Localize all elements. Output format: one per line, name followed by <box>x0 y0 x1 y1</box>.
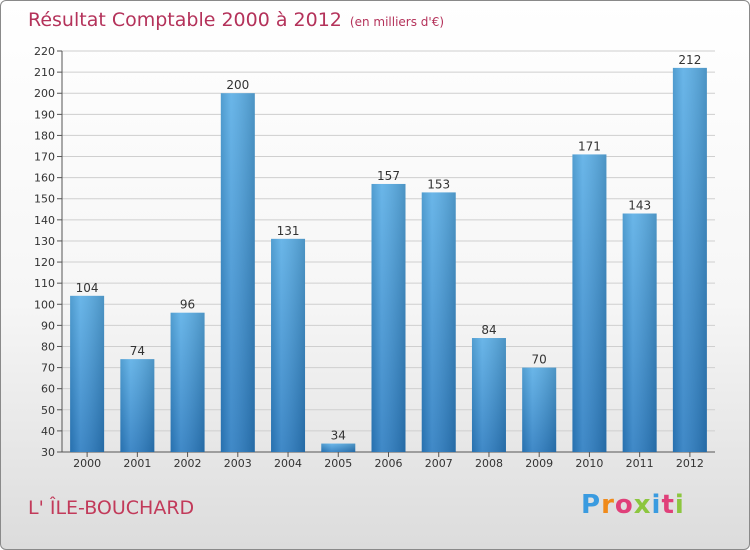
x-tick-label-2007: 2007 <box>425 457 453 470</box>
place-name: L' ÎLE-BOUCHARD <box>28 497 195 519</box>
x-tick-label-2006: 2006 <box>375 457 403 470</box>
y-tick-label: 170 <box>34 151 55 164</box>
y-tick-label: 210 <box>34 66 55 79</box>
data-label-2009: 70 <box>532 353 547 367</box>
y-tick-label: 220 <box>34 45 55 58</box>
x-tick-label-2012: 2012 <box>676 457 704 470</box>
logo-letter: o <box>614 490 634 520</box>
bar-shade-2006 <box>371 183 406 452</box>
x-tick-label-2003: 2003 <box>224 457 252 470</box>
y-tick-label: 100 <box>34 298 55 311</box>
x-tick-label-2000: 2000 <box>73 457 101 470</box>
title-text: Résultat Comptable 2000 à 2012 <box>28 9 342 31</box>
data-label-2004: 131 <box>277 224 300 238</box>
y-tick-label: 150 <box>34 193 55 206</box>
bar-shade-2000 <box>70 295 105 452</box>
chart-title: Résultat Comptable 2000 à 2012 (en millie… <box>28 9 444 31</box>
bar-shade-2005 <box>321 443 356 452</box>
x-tick-label-2011: 2011 <box>626 457 654 470</box>
y-tick-label: 120 <box>34 256 55 269</box>
y-tick-label: 70 <box>41 362 55 375</box>
data-label-2011: 143 <box>628 199 651 213</box>
y-tick-label: 140 <box>34 214 55 227</box>
data-label-2005: 34 <box>331 429 346 443</box>
x-tick-label-2009: 2009 <box>525 457 553 470</box>
chart-subtitle: (en milliers d'€) <box>349 15 445 29</box>
y-tick-label: 30 <box>41 446 55 459</box>
y-tick-label: 130 <box>34 235 55 248</box>
data-label-2010: 171 <box>578 139 601 153</box>
logo-letter: t <box>661 490 675 520</box>
bar-shade-2011 <box>622 213 657 452</box>
data-label-2002: 96 <box>180 298 195 312</box>
x-tick-label-2008: 2008 <box>475 457 503 470</box>
y-tick-label: 190 <box>34 108 55 121</box>
logo-letter: r <box>601 490 615 520</box>
bar-shade-2010 <box>572 154 607 453</box>
data-label-2006: 157 <box>377 169 400 183</box>
data-label-2007: 153 <box>427 177 450 191</box>
data-label-2001: 74 <box>130 344 145 358</box>
y-tick-label: 200 <box>34 87 55 100</box>
x-tick-label-2005: 2005 <box>324 457 352 470</box>
x-tick-label-2010: 2010 <box>575 457 603 470</box>
bar-shade-2007 <box>421 192 456 452</box>
bar-shade-2009 <box>522 367 557 452</box>
y-tick-label: 80 <box>41 340 55 353</box>
bars: 104 74 96 200 131 34 157 153 84 70 171 143 212 <box>70 53 707 453</box>
logo-letter: i <box>651 490 662 520</box>
y-tick-label: 50 <box>41 404 55 417</box>
logo-letter: x <box>633 490 652 520</box>
x-tick-label-2002: 2002 <box>174 457 202 470</box>
y-tick-label: 160 <box>34 172 55 185</box>
bar-shade-2012 <box>672 67 707 452</box>
bar-shade-2002 <box>170 312 205 452</box>
data-label-2008: 84 <box>481 323 496 337</box>
y-tick-label: 40 <box>41 425 55 438</box>
bar-shade-2003 <box>220 93 255 453</box>
logo-letter: P <box>581 490 602 520</box>
data-label-2000: 104 <box>76 281 99 295</box>
x-tick-label-2001: 2001 <box>123 457 151 470</box>
y-tick-label: 110 <box>34 277 55 290</box>
x-tick-label-2004: 2004 <box>274 457 302 470</box>
bar-shade-2001 <box>120 359 155 452</box>
data-label-2003: 200 <box>226 78 249 92</box>
y-tick-label: 90 <box>41 319 55 332</box>
y-tick-label: 180 <box>34 129 55 142</box>
bar-shade-2008 <box>471 338 506 452</box>
logo-letter: i <box>674 490 685 520</box>
proxiti-logo: Proxiti <box>581 490 685 520</box>
bar-shade-2004 <box>271 238 306 452</box>
data-label-2012: 212 <box>678 53 701 67</box>
y-tick-label: 60 <box>41 383 55 396</box>
